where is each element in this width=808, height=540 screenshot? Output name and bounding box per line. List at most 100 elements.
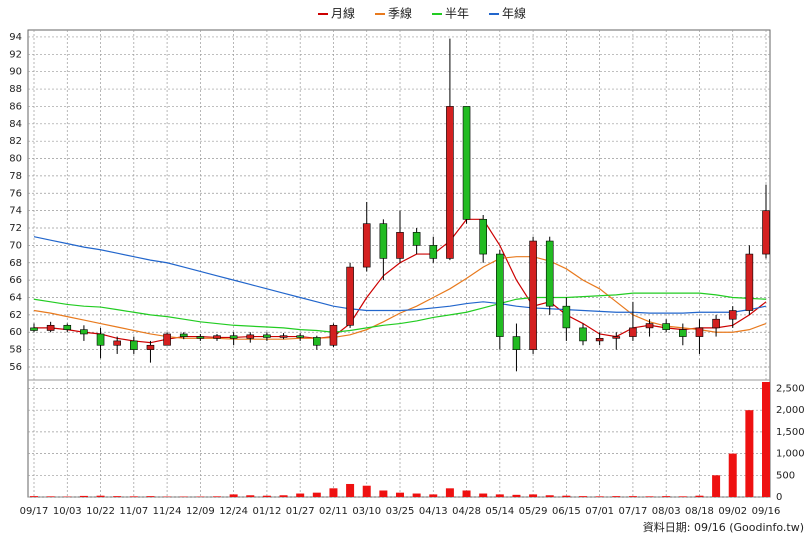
candle-body: [46, 324, 55, 331]
candle-body: [213, 335, 221, 339]
y-tick-label: 92: [9, 49, 22, 60]
y-tick-label: 64: [9, 292, 22, 303]
candle-body: [63, 324, 72, 330]
candle-body: [679, 329, 687, 337]
ma-line: [33, 292, 767, 333]
volume-bar: [579, 496, 587, 497]
volume-bar: [745, 410, 754, 497]
volume-bar: [762, 382, 770, 497]
y-tick-label: 60: [9, 327, 22, 338]
volume-bar: [246, 495, 255, 497]
volume-bar: [545, 495, 554, 497]
volume-bar: [529, 494, 538, 497]
x-tick-label: 11/07: [119, 506, 148, 517]
candle-body: [462, 106, 471, 220]
legend-label: 月線: [331, 6, 355, 21]
candle-body: [379, 223, 388, 259]
volume-bar: [329, 488, 338, 497]
x-tick-label: 08/03: [652, 506, 681, 517]
candle-body: [96, 333, 105, 346]
x-tick-label: 04/28: [452, 506, 481, 517]
x-tick-label: 09/02: [718, 506, 747, 517]
volume-bar: [96, 495, 105, 497]
x-tick-label: 07/01: [585, 506, 614, 517]
volume-bar: [296, 493, 305, 497]
candle-body: [745, 253, 754, 311]
candle-body: [612, 336, 621, 339]
candle-body: [529, 240, 537, 350]
y-tick-label: 68: [9, 258, 22, 269]
x-tick-label: 01/27: [286, 506, 315, 517]
y-tick-label: 90: [9, 67, 22, 78]
y-tick-label: 80: [9, 154, 22, 165]
volume-bar: [412, 493, 421, 497]
x-tick-label: 03/10: [352, 506, 381, 517]
volume-bar: [612, 496, 621, 497]
volume-bar: [346, 483, 355, 497]
candle-body: [346, 266, 354, 326]
y-tick-label: 72: [9, 223, 22, 234]
volume-bar: [712, 475, 721, 497]
candle-body: [562, 305, 571, 329]
x-tick-label: 12/09: [186, 506, 215, 517]
volume-bar: [695, 495, 704, 497]
candle-body: [545, 240, 554, 307]
candle-body: [196, 336, 205, 339]
source-note: 資料日期: 09/16 (Goodinfo.tw): [643, 520, 804, 534]
legend-label: 季線: [388, 6, 412, 21]
volume-bar: [662, 496, 671, 497]
y-tick-label: 76: [9, 188, 22, 199]
candle-body: [263, 334, 271, 338]
y-tick-label: 70: [9, 240, 22, 251]
y-tick-label: 84: [9, 119, 22, 130]
volume-bar: [628, 496, 637, 497]
x-tick-label: 10/22: [86, 506, 115, 517]
candle-body: [429, 245, 438, 259]
ma-line: [33, 236, 767, 314]
y2-tick-label: 1,500: [776, 427, 805, 438]
x-tick-label: 09/16: [752, 506, 781, 517]
candle-body: [113, 340, 121, 346]
volume-bar: [30, 496, 38, 497]
volume-bar: [146, 496, 155, 497]
y2-tick-label: 0: [776, 492, 782, 503]
y-tick-label: 58: [9, 345, 22, 356]
volume-bar: [79, 495, 88, 497]
layers: 56 58 60 62 64 66 68 70 72 74 76 78 80 82 84 86 88 90 92 94…: [9, 6, 804, 518]
x-tick-label: 07/17: [618, 506, 647, 517]
x-tick-label: 05/14: [485, 506, 514, 517]
candle-body: [30, 327, 38, 331]
volume-bar: [213, 496, 221, 497]
candle-body: [479, 219, 487, 255]
x-tick-label: 12/24: [219, 506, 248, 517]
volume-bar: [129, 496, 138, 497]
x-tick-label: 01/12: [252, 506, 281, 517]
candle-body: [496, 253, 504, 337]
x-tick-label: 09/17: [20, 506, 49, 517]
x-tick-label: 02/11: [319, 506, 348, 517]
legend-label: 半年: [445, 7, 469, 21]
candle-body: [695, 327, 704, 337]
y-tick-label: 56: [9, 362, 22, 373]
candle-body: [279, 335, 288, 338]
volume-bar: [279, 495, 288, 497]
volume-bar: [362, 485, 371, 497]
volume-bar: [462, 490, 471, 497]
volume-bar: [445, 488, 454, 497]
candle-body: [246, 334, 255, 339]
candle-body: [396, 232, 404, 259]
candle-body: [762, 210, 770, 255]
volume-bar: [312, 492, 321, 497]
candle-body: [296, 335, 304, 338]
candle-body: [595, 338, 604, 342]
candle-body: [229, 335, 238, 339]
candle-body: [728, 310, 737, 320]
candle-body: [412, 232, 421, 246]
candle-body: [662, 323, 670, 330]
volume-bar: [113, 496, 122, 497]
volume-bar: [379, 490, 388, 497]
y2-tick-label: 500: [776, 470, 795, 481]
y2-tick-label: 2,500: [776, 384, 805, 395]
y-tick-label: 82: [9, 136, 22, 147]
volume-bar: [678, 496, 687, 497]
